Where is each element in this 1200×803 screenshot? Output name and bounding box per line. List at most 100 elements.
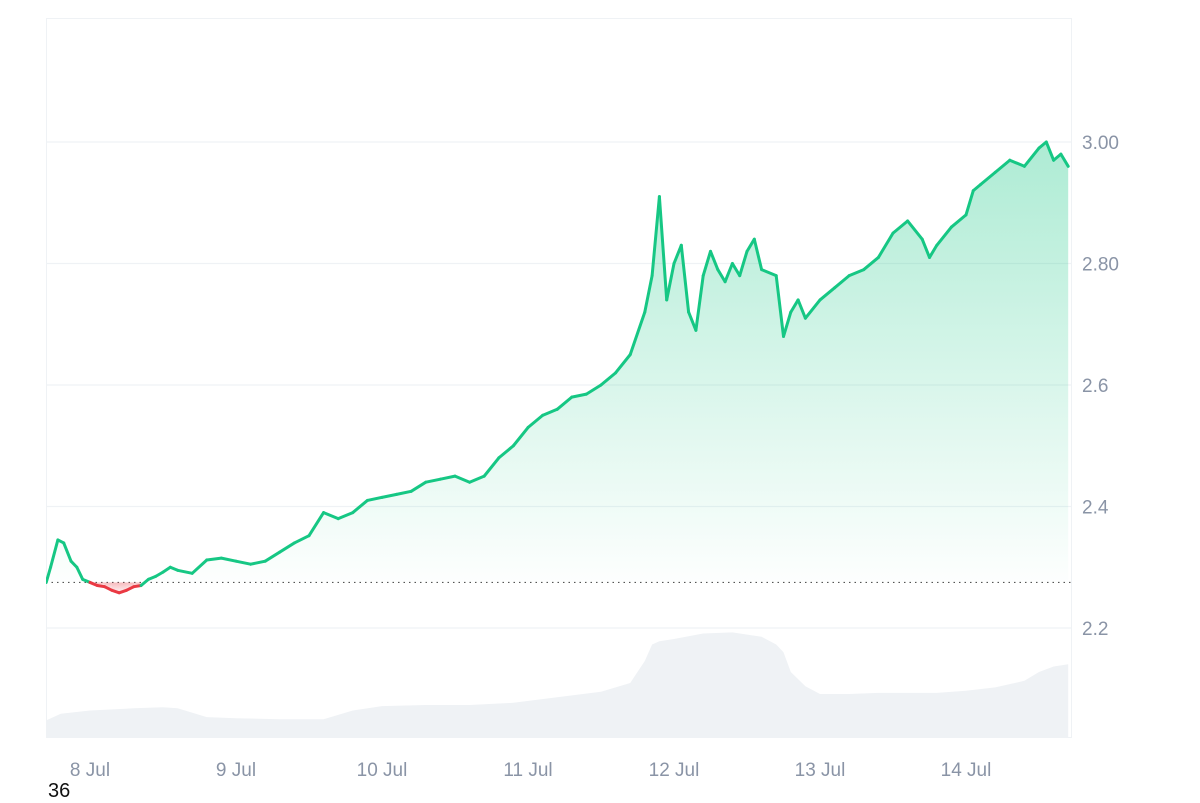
price-line-segment — [1044, 140, 1056, 162]
price-line-segment — [307, 511, 326, 538]
price-line-segment — [570, 392, 588, 399]
price-line-segment — [920, 237, 931, 259]
x-tick-label: 14 Jul — [941, 760, 992, 781]
price-line-segment — [1008, 158, 1026, 168]
price-line-segment — [701, 249, 712, 278]
price-line-segment — [205, 556, 223, 562]
price-line-segment — [650, 195, 661, 278]
price-line-segment — [395, 489, 413, 496]
price-line-segment — [818, 286, 837, 302]
price-line-segment — [1059, 152, 1070, 168]
price-area-fill — [46, 142, 1069, 593]
price-line-segment — [993, 158, 1012, 174]
price-line-segment — [709, 249, 720, 272]
price-line-segment — [336, 511, 355, 521]
price-line-segment — [935, 225, 953, 247]
price-area-shape — [46, 142, 1069, 593]
price-line-segment — [497, 444, 515, 460]
x-tick-label: 10 Jul — [357, 760, 408, 781]
price-line-segment — [862, 255, 880, 272]
x-tick-label: 11 Jul — [503, 760, 552, 781]
price-line-segment — [365, 495, 384, 502]
price-line-segment — [614, 353, 632, 375]
price-line-segment — [263, 550, 282, 563]
price-line-segment — [643, 274, 654, 314]
price-line-segment — [979, 170, 997, 187]
price-line-segment — [745, 237, 756, 253]
price-line-segment — [1037, 140, 1048, 150]
x-axis-ticks: 8 Jul 9 Jul 10 Jul 11 Jul 12 Jul 13 Jul 14 Jul — [70, 760, 991, 781]
price-line-segment — [541, 407, 559, 417]
price-line-segment — [234, 559, 253, 566]
price-line-segment — [511, 426, 530, 448]
price-line-segment — [971, 183, 983, 193]
price-line-segment — [409, 480, 428, 493]
x-tick-label: 12 Jul — [649, 760, 700, 781]
price-line — [46, 140, 1070, 595]
price-line-segment — [438, 474, 457, 481]
price-line-segment — [190, 558, 209, 575]
price-line-segment — [62, 541, 73, 563]
price-line-segment — [694, 274, 705, 332]
price-line-segment — [424, 477, 442, 484]
price-line-segment — [760, 268, 778, 278]
price-line-segment — [628, 310, 647, 357]
price-line-segment — [891, 219, 910, 235]
price-line-segment — [847, 268, 866, 278]
price-line-segment — [351, 498, 369, 515]
price-line-segment — [730, 262, 742, 278]
price-line-segment — [292, 534, 311, 545]
price-line-segment — [723, 262, 734, 284]
price-line-segment — [803, 298, 822, 320]
price-line-segment — [687, 310, 698, 332]
price-line-segment — [1022, 146, 1041, 168]
y-tick-label: 2.4 — [1082, 498, 1109, 519]
y-tick-label: 2.2 — [1082, 619, 1108, 640]
price-line-segment — [139, 577, 150, 587]
price-line-segment — [249, 559, 267, 566]
price-line-segment — [738, 249, 749, 278]
price-line-segment — [75, 565, 85, 581]
price-line-segment — [599, 371, 618, 387]
volume-area — [46, 632, 1069, 738]
price-line-segment — [906, 219, 924, 241]
price-line-segment — [774, 274, 785, 338]
y-tick-label: 2.6 — [1082, 376, 1108, 397]
price-line-segment — [672, 243, 683, 265]
x-tick-label: 9 Jul — [216, 760, 256, 781]
y-tick-label: 2.80 — [1082, 255, 1119, 276]
price-line-segment — [322, 511, 340, 521]
price-line-segment — [49, 538, 60, 569]
price-line-segment — [665, 262, 676, 302]
price-line-segment — [555, 395, 574, 411]
price-line-segment — [1052, 152, 1063, 162]
price-line-segment — [46, 565, 53, 584]
price-line-segment — [789, 298, 800, 314]
price-line-segment — [679, 243, 691, 314]
price-line-segment — [453, 474, 472, 484]
price-line-segment — [657, 195, 669, 302]
price-line-segment — [526, 413, 545, 430]
price-line-segment — [964, 189, 975, 217]
price-line-segment — [752, 237, 764, 272]
y-axis-ticks: 2.2 2.4 2.6 2.80 3.00 — [1082, 133, 1119, 640]
price-line-segment — [928, 243, 939, 259]
corner-number-text: 36 — [48, 780, 71, 802]
price-line-segment — [833, 274, 851, 290]
price-line-segment — [278, 541, 296, 554]
price-line-segment — [380, 492, 399, 499]
price-line-segment — [584, 383, 603, 396]
price-line-segment — [176, 568, 194, 575]
volume-shape — [46, 632, 1069, 738]
y-tick-label: 3.00 — [1082, 133, 1119, 154]
price-line-segment — [482, 456, 501, 478]
price-line-segment — [796, 298, 807, 320]
price-line-segment — [468, 474, 486, 484]
price-line-segment — [949, 213, 968, 229]
x-tick-label: 8 Jul — [70, 760, 110, 781]
x-tick-label: 13 Jul — [795, 760, 846, 781]
price-line-segment — [782, 310, 793, 338]
price-line-segment — [876, 231, 895, 259]
price-line-segment — [219, 556, 238, 563]
